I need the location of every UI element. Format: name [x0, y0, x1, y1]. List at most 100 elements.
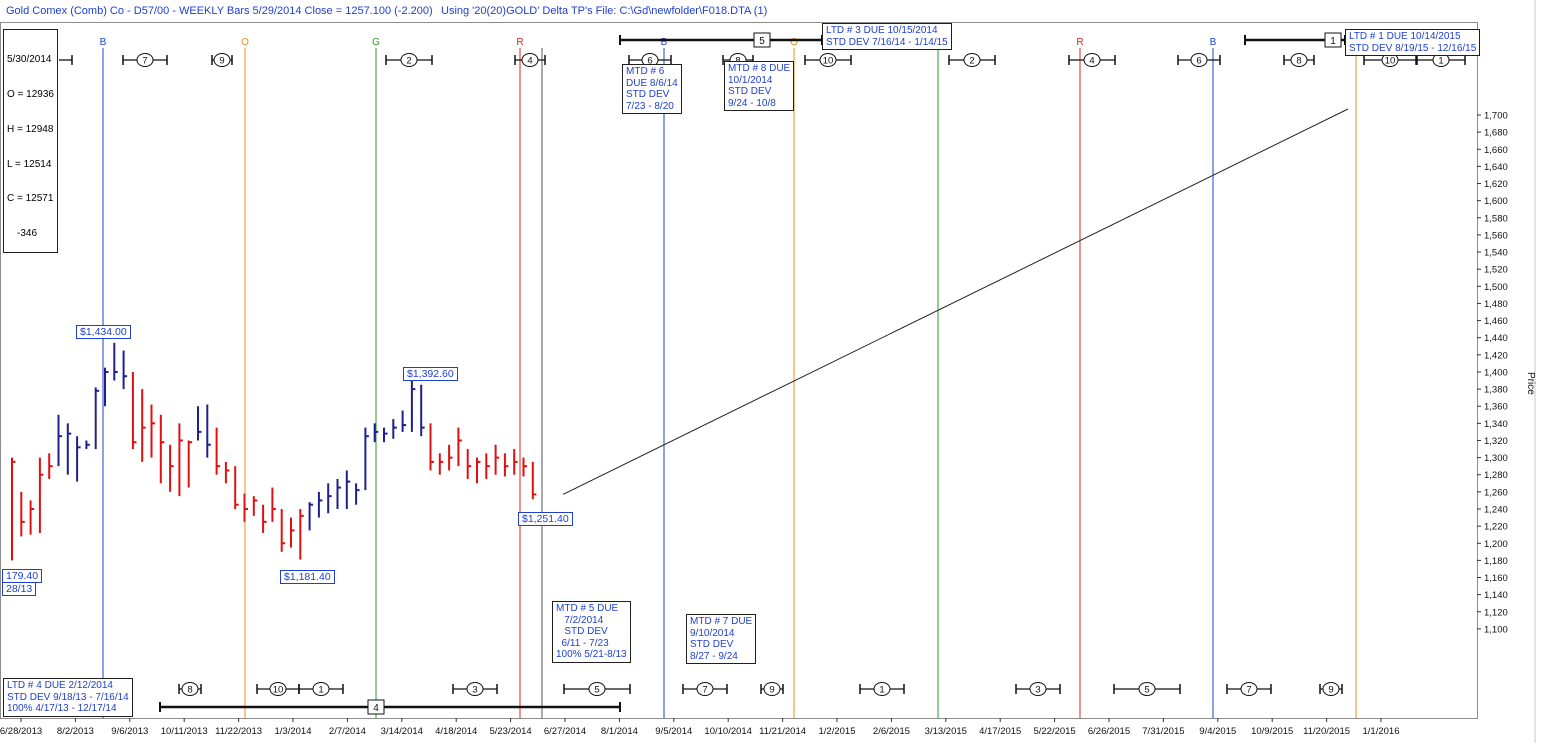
- price-label-1181: $1,181.40: [280, 570, 335, 584]
- x-tick-label: 4/17/2015: [979, 726, 1021, 737]
- y-tick-label: 1,260: [1484, 487, 1508, 498]
- bottom-cycle-marker-circle: [1029, 682, 1047, 696]
- annotation-mtd5: MTD # 5 DUE 7/2/2014 STD DEV 6/11 - 7/23…: [552, 601, 631, 663]
- cycle-line-label: R: [516, 37, 523, 48]
- ltd1-range-label: 1: [1330, 36, 1336, 47]
- file-info: Using '20(20)GOLD' Delta TP's File: C:\G…: [441, 5, 768, 17]
- top-cycle-marker-circle: [1083, 53, 1101, 67]
- cycle-line-label: B: [1210, 37, 1217, 48]
- bottom-cycle-marker-circle: [1138, 682, 1156, 696]
- x-tick-label: 4/18/2014: [435, 726, 477, 737]
- annotation-ltd1: LTD # 1 DUE 10/14/2015 STD DEV 8/19/15 -…: [1345, 29, 1481, 56]
- trend-line: [562, 108, 1349, 495]
- bottom-cycle-marker-circle: [181, 682, 199, 696]
- top-cycle-marker-circle: [1290, 53, 1308, 67]
- top-cycle-marker-label: 4: [527, 56, 532, 67]
- price-label-left-date: 28/13: [2, 582, 37, 596]
- x-tick-label: 2/6/2015: [873, 726, 910, 737]
- x-tick-label: 6/27/2014: [544, 726, 586, 737]
- top-cycle-marker-circle: [963, 53, 981, 67]
- bottom-cycle-marker-circle: [1240, 682, 1258, 696]
- bottom-cycle-marker-label: 10: [273, 685, 284, 696]
- y-tick-label: 1,220: [1484, 522, 1508, 533]
- x-tick-label: 6/26/2015: [1088, 726, 1130, 737]
- top-cycle-marker-label: 6: [647, 56, 652, 67]
- cycle-line-label: B: [661, 37, 668, 48]
- y-tick-label: 1,400: [1484, 367, 1508, 378]
- y-tick-label: 1,240: [1484, 504, 1508, 515]
- y-tick-label: 1,300: [1484, 453, 1508, 464]
- y-tick-label: 1,340: [1484, 419, 1508, 430]
- y-tick-label: 1,580: [1484, 213, 1508, 224]
- y-tick-label: 1,640: [1484, 162, 1508, 173]
- ohlc-info-box: 5/30/2014 O = 12936 H = 12948 L = 12514 …: [3, 29, 58, 254]
- top-cycle-marker-label: 9: [219, 56, 224, 67]
- bottom-cycle-marker-circle: [873, 682, 891, 696]
- bottom-cycle-marker-circle: [588, 682, 606, 696]
- bottom-cycle-marker-circle: [696, 682, 714, 696]
- bottom-cycle-marker-label: 7: [702, 685, 707, 696]
- top-cycle-marker-circle: [400, 53, 418, 67]
- price-label-1251: $1,251.40: [518, 512, 573, 526]
- y-tick-label: 1,100: [1484, 624, 1508, 635]
- price-label-1434: $1,434.00: [76, 325, 131, 339]
- top-cycle-marker-circle: [136, 53, 154, 67]
- annotation-mtd8: MTD # 8 DUE 10/1/2014 STD DEV 9/24 - 10/…: [724, 61, 795, 111]
- x-tick-label: 11/21/2014: [759, 726, 806, 737]
- x-tick-label: 2/7/2014: [329, 726, 366, 737]
- bottom-cycle-marker-label: 7: [1246, 685, 1251, 696]
- chart-header: Gold Comex (Comb) Co - D57/00 - WEEKLY B…: [0, 0, 1546, 22]
- chart-title: Gold Comex (Comb) Co - D57/00 - WEEKLY B…: [6, 5, 433, 17]
- bottom-cycle-marker-circle: [312, 682, 330, 696]
- top-cycle-marker-circle: [819, 53, 837, 67]
- x-tick-label: 9/5/2014: [655, 726, 692, 737]
- ltd3-range-box: [753, 32, 771, 48]
- x-tick-label: 8/1/2014: [601, 726, 638, 737]
- ohlc-close: C = 12571: [7, 193, 54, 205]
- bottom-cycle-marker-circle: [763, 682, 781, 696]
- x-tick-label: 9/6/2013: [111, 726, 148, 737]
- x-tick-label: 5/22/2015: [1033, 726, 1075, 737]
- top-cycle-marker-label: 1: [1438, 56, 1443, 67]
- x-tick-label: 1/3/2014: [275, 726, 312, 737]
- x-tick-label: 6/28/2013: [0, 726, 42, 737]
- ltd1-range-box: [1324, 32, 1342, 48]
- top-cycle-marker-label: 10: [823, 56, 834, 67]
- cycle-line-label: O: [790, 37, 798, 48]
- ltd3-range-label: 5: [759, 36, 765, 47]
- top-cycle-marker-label: 2: [406, 56, 411, 67]
- bottom-cycle-marker-label: 9: [1328, 685, 1333, 696]
- y-tick-label: 1,140: [1484, 590, 1508, 601]
- y-tick-label: 1,200: [1484, 539, 1508, 550]
- y-tick-label: 1,280: [1484, 470, 1508, 481]
- y-tick-label: 1,520: [1484, 265, 1508, 276]
- ohlc-high: H = 12948: [7, 123, 54, 135]
- ltd4-range-label: 4: [373, 703, 379, 714]
- cycle-line-label: G: [372, 37, 380, 48]
- bottom-cycle-marker-circle: [466, 682, 484, 696]
- y-tick-label: 1,680: [1484, 128, 1508, 139]
- y-tick-label: 1,320: [1484, 436, 1508, 447]
- top-cycle-marker-label: 7: [142, 56, 147, 67]
- cycle-line-label: B: [100, 37, 107, 48]
- bottom-cycle-marker-circle: [269, 682, 287, 696]
- bottom-cycle-marker-circle: [1322, 682, 1340, 696]
- annotation-ltd4: LTD # 4 DUE 2/12/2014 STD DEV 9/18/13 - …: [3, 678, 133, 717]
- bottom-cycle-marker-label: 9: [769, 685, 774, 696]
- x-tick-label: 5/23/2014: [489, 726, 531, 737]
- y-tick-label: 1,620: [1484, 179, 1508, 190]
- x-tick-label: 10/9/2015: [1251, 726, 1293, 737]
- y-tick-label: 1,440: [1484, 333, 1508, 344]
- y-tick-label: 1,660: [1484, 145, 1508, 156]
- x-tick-label: 3/14/2014: [381, 726, 423, 737]
- y-tick-label: 1,480: [1484, 299, 1508, 310]
- y-tick-label: 1,540: [1484, 248, 1508, 259]
- top-cycle-marker-label: 4: [1089, 56, 1094, 67]
- bottom-cycle-marker-label: 5: [1144, 685, 1149, 696]
- ohlc-low: L = 12514: [7, 158, 52, 170]
- y-tick-label: 1,700: [1484, 111, 1508, 122]
- x-tick-label: 8/2/2013: [57, 726, 94, 737]
- top-cycle-marker-circle: [521, 53, 539, 67]
- plot-frame: [0, 22, 1478, 719]
- annotation-mtd7: MTD # 7 DUE 9/10/2014 STD DEV 8/27 - 9/2…: [686, 614, 757, 664]
